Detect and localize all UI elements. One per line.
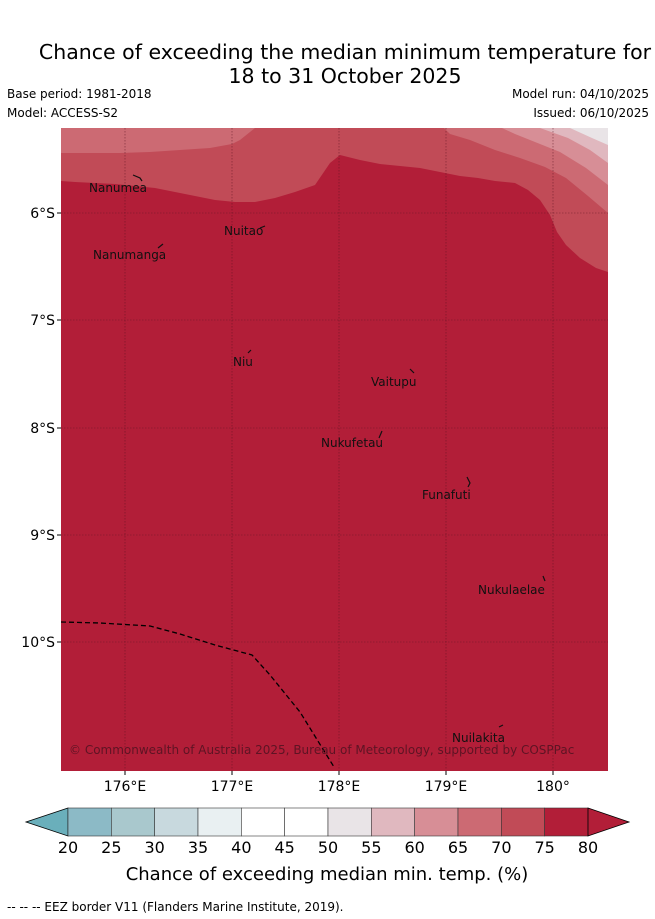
colorbar-segment xyxy=(457,807,502,837)
eez-legend: -- -- -- EEZ border V11 (Flanders Marine… xyxy=(7,900,344,914)
colorbar-tick-label: 60 xyxy=(404,838,424,857)
colorbar-segment xyxy=(284,807,329,837)
place-nukufetau: Nukufetau xyxy=(321,436,383,450)
colorbar-extend-low xyxy=(24,807,69,837)
colorbar-title: Chance of exceeding median min. temp. (%… xyxy=(126,864,529,885)
place-niu: Niu xyxy=(233,355,253,369)
colorbar-segment xyxy=(241,807,285,837)
place-funafuti: Funafuti xyxy=(422,488,471,502)
title-line-2: 18 to 31 October 2025 xyxy=(228,64,462,88)
colorbar-tick-label: 65 xyxy=(448,838,468,857)
colorbar xyxy=(24,807,631,837)
colorbar-tick-label: 55 xyxy=(361,838,381,857)
lat-tick-7s: 7°S xyxy=(30,313,55,329)
graticule xyxy=(61,128,608,771)
lat-tick-8s: 8°S xyxy=(30,421,55,437)
place-vaitupu: Vaitupu xyxy=(371,375,417,389)
model-name: Model: ACCESS-S2 xyxy=(7,106,119,120)
colorbar-tick-label: 40 xyxy=(231,838,251,857)
copyright-notice: © Commonwealth of Australia 2025, Bureau… xyxy=(69,743,574,757)
colorbar-extend-high xyxy=(587,807,631,837)
lat-tick-6s: 6°S xyxy=(30,206,55,222)
base-period: Base period: 1981-2018 xyxy=(7,87,152,101)
colorbar-tick-label: 70 xyxy=(491,838,511,857)
lat-tick-9s: 9°S xyxy=(30,528,55,544)
place-nanumea: Nanumea xyxy=(89,181,147,195)
title-line-1: Chance of exceeding the median minimum t… xyxy=(38,40,652,64)
colorbar-tick-label: 80 xyxy=(578,838,598,857)
lon-tick-177: 177°E xyxy=(211,779,254,795)
place-nukulaelae: Nukulaelae xyxy=(478,583,545,597)
colorbar-segment xyxy=(371,807,415,837)
place-nuilakita: Nuilakita xyxy=(452,731,505,745)
colorbar-segment xyxy=(544,807,589,837)
colorbar-tick-label: 35 xyxy=(188,838,208,857)
lat-tick-10s: 10°S xyxy=(21,635,55,651)
place-labels: Nanumea Nuitao Nanumanga Niu Vaitupu Nuk… xyxy=(89,181,545,745)
lon-tick-176: 176°E xyxy=(104,779,147,795)
colorbar-segment xyxy=(501,807,545,837)
colorbar-tick-label: 75 xyxy=(534,838,554,857)
colorbar-tick-label: 30 xyxy=(144,838,164,857)
lon-tick-178: 178°E xyxy=(318,779,361,795)
model-run: Model run: 04/10/2025 xyxy=(511,87,649,101)
eez-border-line xyxy=(60,621,335,768)
colorbar-segment xyxy=(197,807,242,837)
lon-axis xyxy=(124,771,554,775)
colorbar-tick-labels: 20 25 30 35 40 45 50 55 60 65 70 75 80 xyxy=(58,838,598,857)
colorbar-segment xyxy=(111,807,155,837)
issued-date: Issued: 06/10/2025 xyxy=(533,106,649,120)
lon-tick-180: 180° xyxy=(536,779,570,795)
probability-field xyxy=(61,128,608,771)
lon-tick-179: 179°E xyxy=(425,779,468,795)
place-nanumanga: Nanumanga xyxy=(93,248,166,262)
colorbar-segment xyxy=(154,807,199,837)
colorbar-tick-label: 50 xyxy=(318,838,338,857)
colorbar-segment xyxy=(414,807,459,837)
chart-title: Chance of exceeding the median minimum t… xyxy=(0,40,655,88)
island-shapes xyxy=(132,174,546,728)
colorbar-segment xyxy=(67,807,112,837)
colorbar-tick-label: 25 xyxy=(101,838,121,857)
colorbar-tick-label: 20 xyxy=(58,838,78,857)
lat-axis xyxy=(57,212,61,643)
colorbar-segment xyxy=(327,807,372,837)
colorbar-tick-label: 45 xyxy=(274,838,294,857)
map-figure: Nanumea Nuitao Nanumanga Niu Vaitupu Nuk… xyxy=(21,128,631,885)
place-nuitao: Nuitao xyxy=(224,224,263,238)
